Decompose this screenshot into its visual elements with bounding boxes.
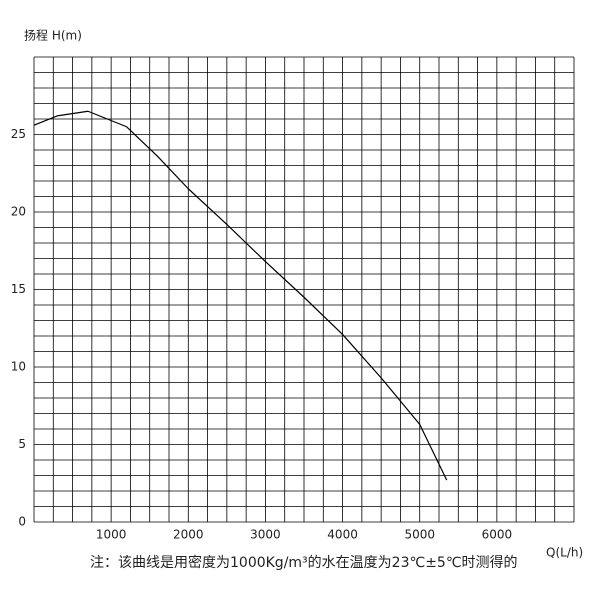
x-tick-label: 6000 — [482, 528, 513, 542]
y-tick-label: 15 — [11, 282, 26, 296]
y-tick-label: 25 — [11, 127, 26, 141]
x-tick-label: 4000 — [327, 528, 358, 542]
y-tick-label: 10 — [11, 360, 26, 374]
x-tick-label: 2000 — [173, 528, 204, 542]
x-axis-title: Q(L/h) — [546, 546, 583, 560]
x-tick-label: 3000 — [250, 528, 281, 542]
x-tick-label: 5000 — [404, 528, 435, 542]
note: 注：该曲线是用密度为1000Kg/m³的水在温度为23℃±5℃时测得的 — [90, 554, 518, 571]
y-tick-label: 5 — [18, 437, 26, 451]
x-tick-label: 1000 — [96, 528, 127, 542]
y-axis-title: 扬程 H(m) — [24, 28, 82, 43]
y-tick-label: 20 — [11, 205, 26, 219]
curve — [33, 110, 448, 481]
y-tick-label: 0 — [18, 515, 26, 529]
